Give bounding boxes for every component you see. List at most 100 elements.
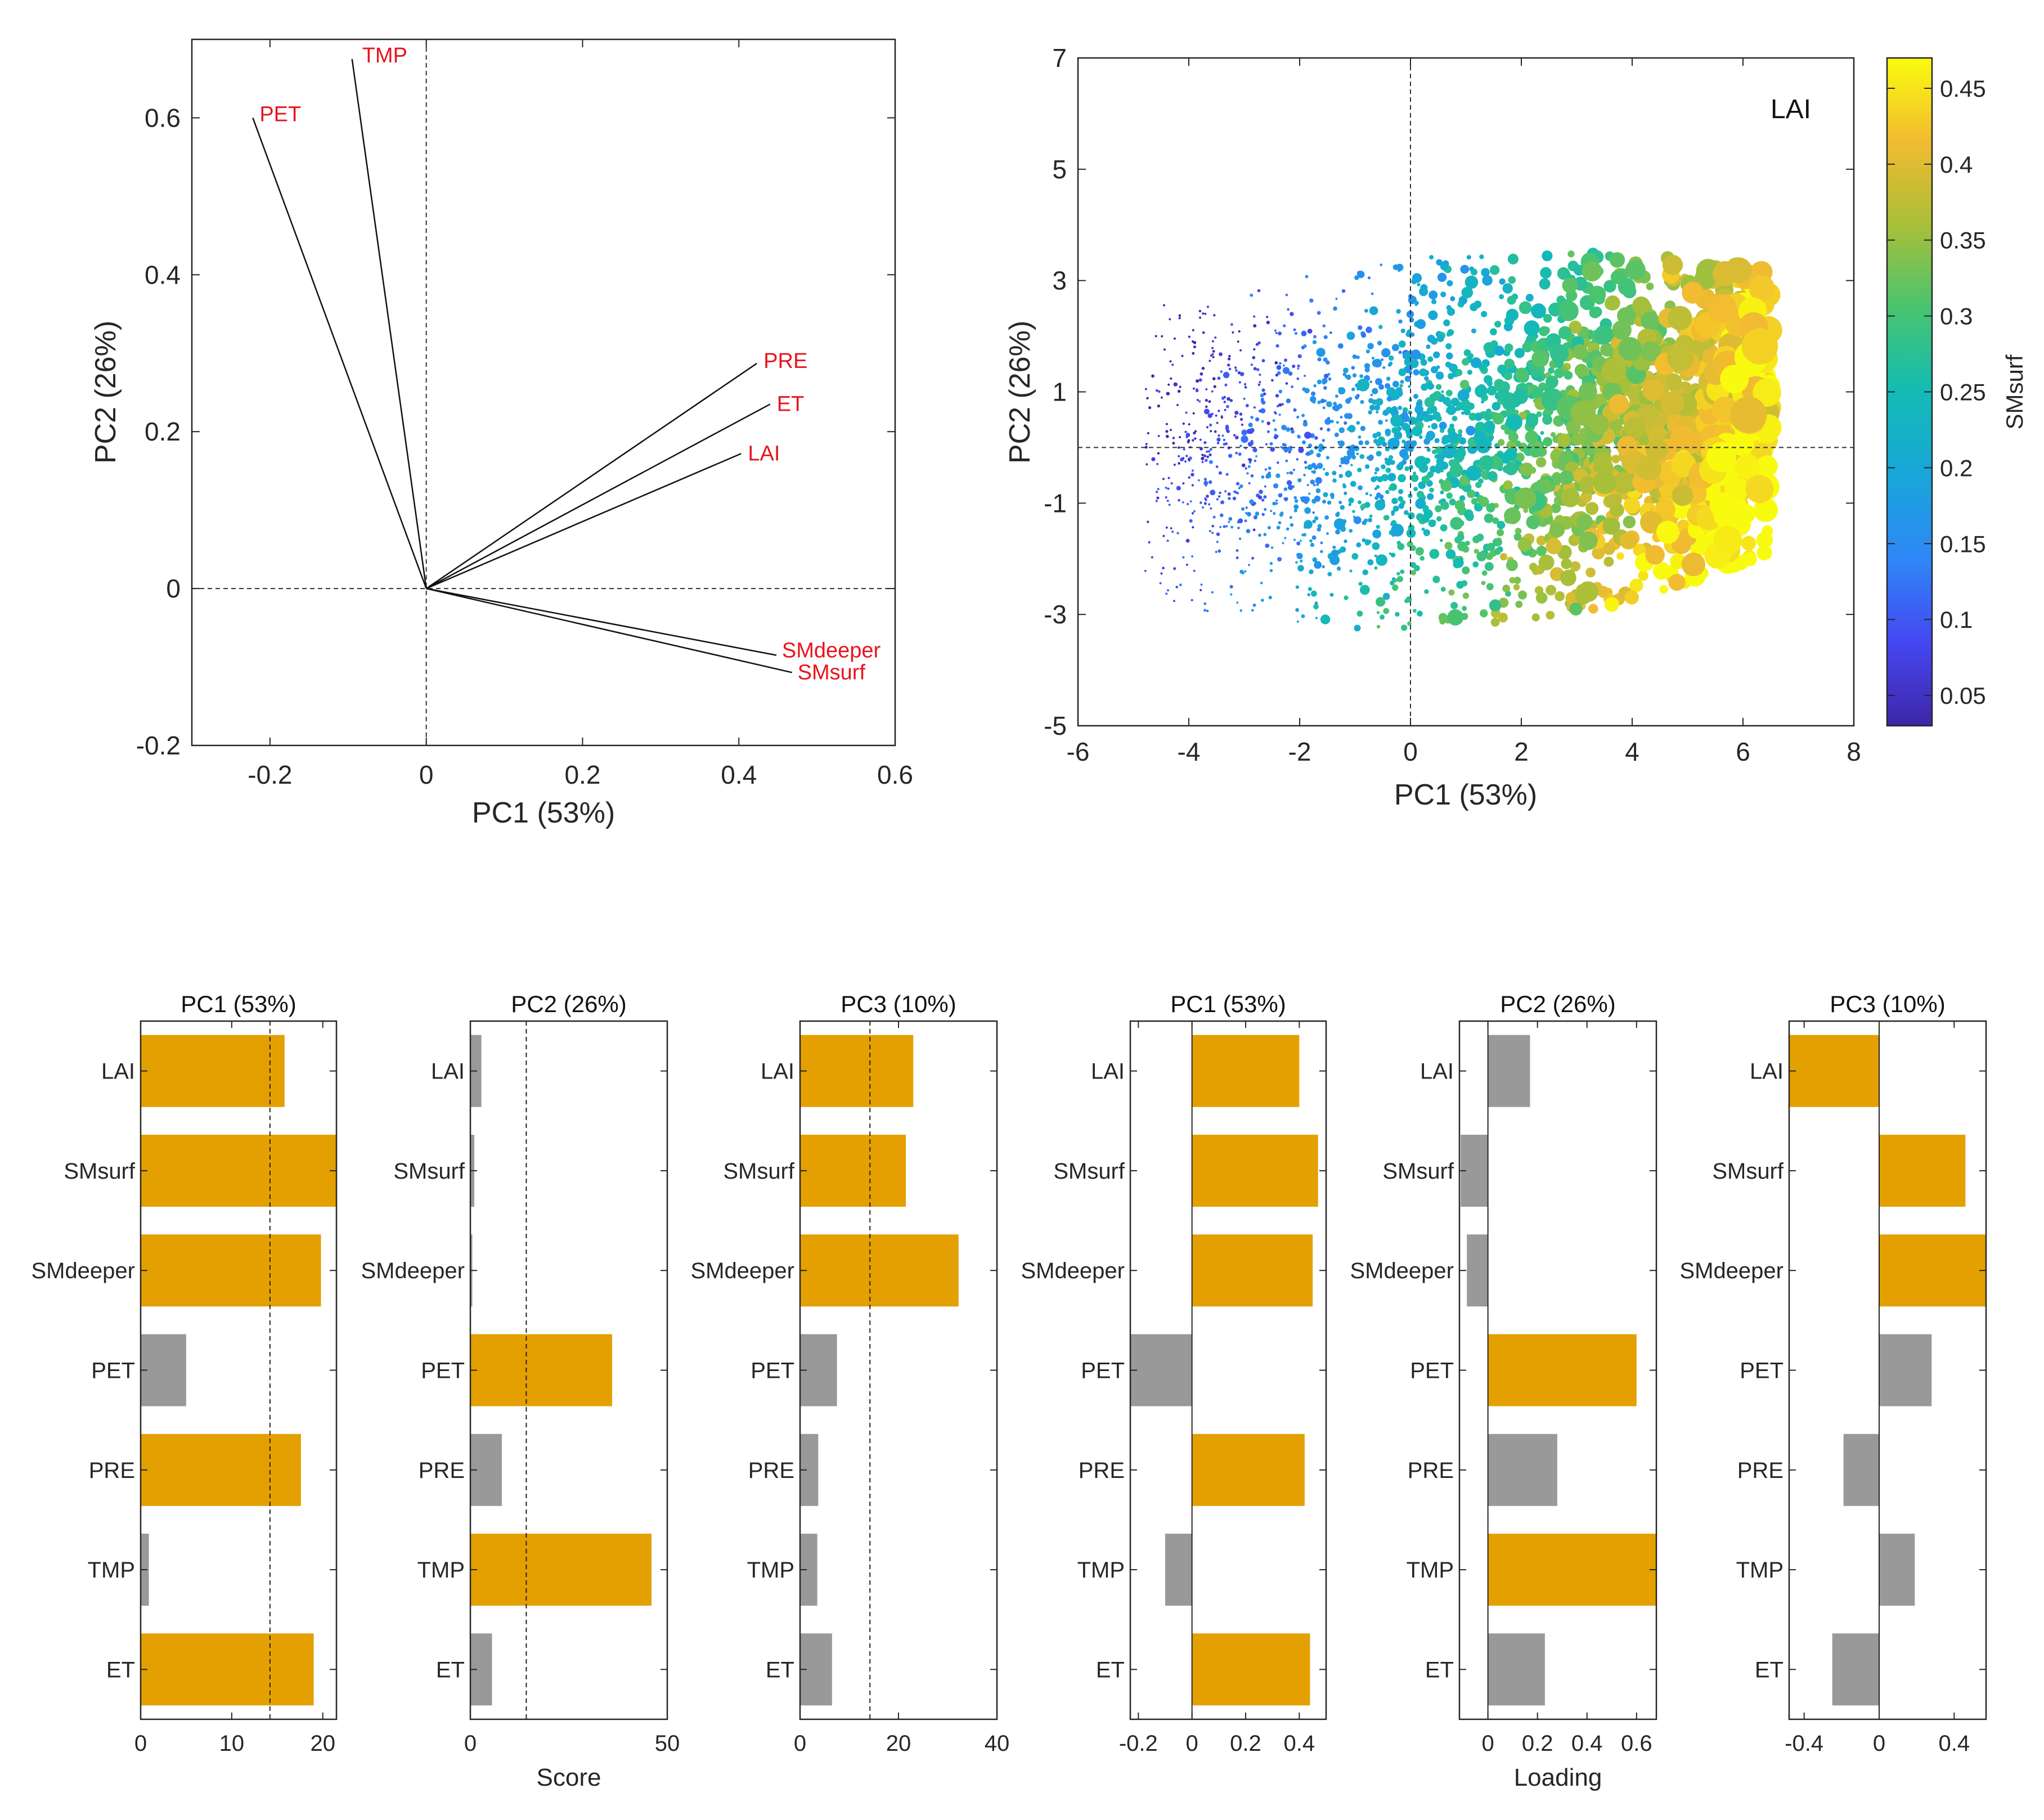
score-point xyxy=(1484,375,1493,384)
score-point xyxy=(1323,357,1328,362)
score-point xyxy=(1265,543,1270,548)
scores-x-tick-label: 0 xyxy=(1403,737,1418,766)
score-point xyxy=(1191,512,1194,515)
biplot-vector-label-TMP: TMP xyxy=(362,44,407,68)
bar-marks-loading-pc3 xyxy=(1789,1035,1986,1706)
score-point xyxy=(1358,440,1364,446)
score-point xyxy=(1398,474,1406,483)
score-point xyxy=(1380,614,1385,620)
score-point xyxy=(1210,430,1212,433)
score-point xyxy=(1593,452,1611,470)
score-point xyxy=(1398,319,1403,324)
score-point xyxy=(1303,474,1306,477)
score-point xyxy=(1260,408,1266,414)
score-point xyxy=(1460,264,1470,274)
score-point xyxy=(1609,394,1629,414)
score-point xyxy=(1211,524,1214,528)
score-point xyxy=(1228,367,1232,371)
score-point xyxy=(1435,446,1444,455)
bar-category-label: PET xyxy=(751,1359,794,1383)
score-point xyxy=(1312,511,1315,514)
score-point xyxy=(1194,437,1197,440)
score-point xyxy=(1154,335,1157,338)
score-point xyxy=(1381,474,1389,482)
score-point xyxy=(1261,388,1265,392)
score-point xyxy=(1428,310,1438,320)
score-point xyxy=(1224,408,1227,411)
score-point xyxy=(1645,545,1665,565)
score-point xyxy=(1463,349,1471,357)
score-point xyxy=(1475,421,1486,432)
bar-loading-pc2-PET xyxy=(1488,1334,1637,1406)
score-point xyxy=(1254,460,1257,462)
score-point xyxy=(1166,540,1169,542)
score-point xyxy=(1264,485,1266,488)
score-point xyxy=(1273,483,1279,489)
score-point xyxy=(1285,459,1288,462)
score-point xyxy=(1270,510,1273,513)
score-point xyxy=(1603,556,1614,567)
score-point xyxy=(1401,414,1410,423)
score-point xyxy=(1376,451,1382,457)
score-point xyxy=(1302,533,1306,537)
score-point xyxy=(1499,294,1504,299)
score-point xyxy=(1162,534,1165,537)
score-point xyxy=(1255,455,1258,457)
score-point xyxy=(1307,464,1313,470)
score-point xyxy=(1603,280,1616,293)
score-point xyxy=(1484,413,1492,421)
score-point xyxy=(1419,287,1428,296)
bar-marks-score-pc3 xyxy=(800,1035,959,1706)
score-point xyxy=(1235,369,1238,372)
score-point xyxy=(1336,567,1341,571)
score-point xyxy=(1441,390,1444,393)
score-point xyxy=(1507,253,1519,265)
score-point xyxy=(1184,430,1187,433)
score-point xyxy=(1374,500,1386,511)
score-point xyxy=(1461,411,1465,415)
score-point xyxy=(1356,421,1360,425)
score-point xyxy=(1358,582,1363,586)
bar-panel-loading-pc1: LAI SMsurf SMdeeper PET PRE TMP ET -0.2 0 0.2 0.4 P… xyxy=(1021,991,1327,1756)
bar-score-pc1-PET xyxy=(141,1334,186,1406)
bar-panel-title: PC2 (26%) xyxy=(1500,991,1615,1017)
score-point xyxy=(1319,427,1323,430)
score-point xyxy=(1494,321,1502,328)
bar-loading-pc2-LAI xyxy=(1488,1035,1530,1107)
score-point xyxy=(1494,548,1501,555)
score-point xyxy=(1290,471,1293,475)
score-point xyxy=(1376,611,1380,614)
score-point xyxy=(1457,533,1465,541)
score-point xyxy=(1492,517,1499,524)
score-point xyxy=(1165,423,1168,425)
score-point xyxy=(1419,368,1427,376)
score-point xyxy=(1479,455,1494,470)
score-point xyxy=(1333,306,1337,311)
bar-score-pc2-TMP xyxy=(470,1534,652,1606)
score-point xyxy=(1486,542,1495,551)
score-point xyxy=(1401,423,1410,431)
score-point xyxy=(1579,476,1597,493)
score-point xyxy=(1272,501,1276,506)
score-point xyxy=(1424,589,1429,594)
score-point xyxy=(1624,417,1645,439)
score-point xyxy=(1536,546,1547,556)
score-point xyxy=(1296,541,1301,546)
score-point xyxy=(1277,557,1282,562)
score-point xyxy=(1427,383,1434,390)
score-point xyxy=(1238,518,1243,523)
score-point xyxy=(1313,384,1317,388)
score-point xyxy=(1201,367,1205,370)
score-point xyxy=(1457,389,1470,402)
bar-panel-title: PC3 (10%) xyxy=(841,991,956,1017)
score-point xyxy=(1539,326,1549,336)
score-point xyxy=(1253,515,1258,520)
score-point xyxy=(1636,455,1661,481)
colorbar-tick-label: 0.3 xyxy=(1940,303,1973,330)
score-point xyxy=(1157,488,1160,491)
score-point xyxy=(1270,546,1274,549)
score-point xyxy=(1600,343,1614,357)
score-point xyxy=(1344,595,1349,600)
score-point xyxy=(1290,429,1295,434)
score-point xyxy=(1413,394,1418,399)
